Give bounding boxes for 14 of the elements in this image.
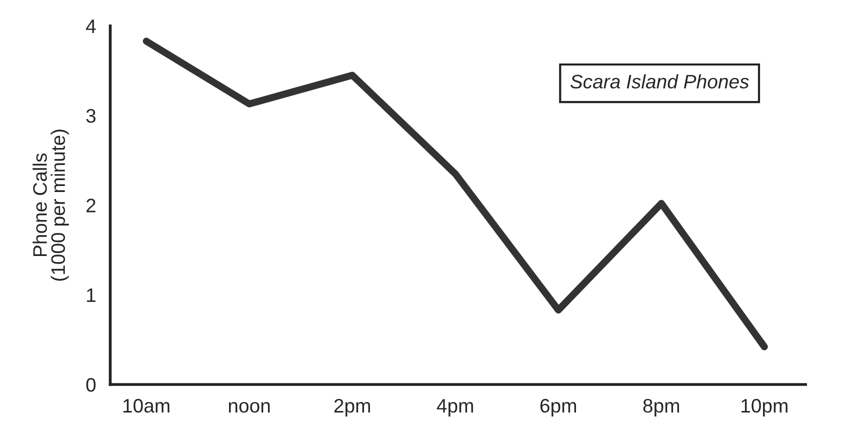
text: Scara Island Phones <box>570 74 749 89</box>
y-tick-label: 3 <box>86 109 96 123</box>
y-tick-label: 0 <box>86 378 96 392</box>
x-tick-label: 8pm <box>643 398 680 416</box>
y-tick-label: 2 <box>86 198 96 212</box>
y-tick-label: 4 <box>86 20 96 33</box>
y-axis-title: Phone Calls (1000 per minute) <box>32 130 69 281</box>
x-tick-label: noon <box>228 402 270 413</box>
x-tick-label: 4pm <box>436 399 473 416</box>
x-tick-label: 10am <box>123 398 170 413</box>
x-tick-label: 6pm <box>540 398 576 416</box>
x-tick-label: 10pm <box>742 398 788 416</box>
x-tick-label: 2pm <box>334 398 370 416</box>
y-tick-label: 1 <box>87 288 96 302</box>
